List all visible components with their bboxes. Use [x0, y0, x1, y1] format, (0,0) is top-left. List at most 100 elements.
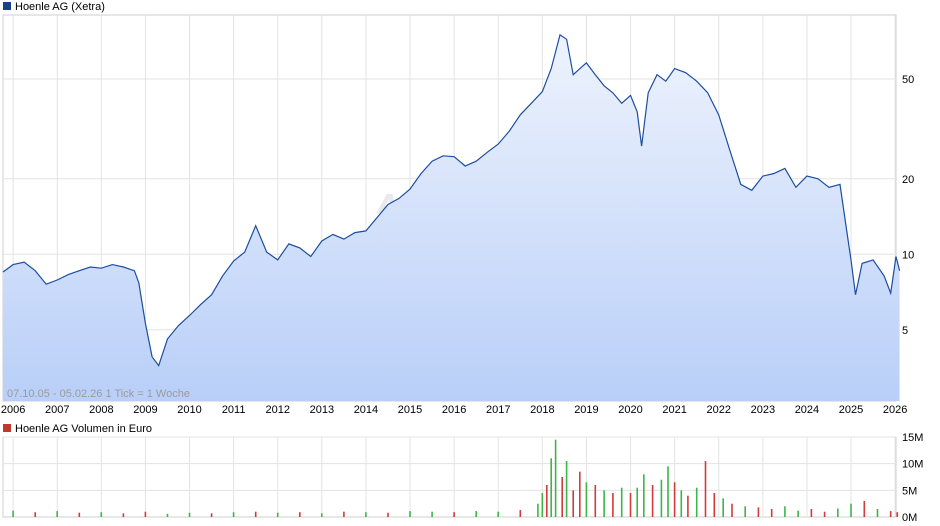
volume-bar: [497, 511, 499, 517]
volume-bar: [660, 479, 663, 517]
volume-bar: [850, 503, 852, 517]
volume-bar: [321, 513, 323, 517]
volume-bar: [620, 487, 623, 517]
volume-bar: [863, 501, 866, 517]
volume-bar: [254, 511, 257, 517]
volume-bar: [519, 510, 522, 517]
volume-legend-label: Hoenle AG Volumen in Euro: [15, 423, 152, 435]
volume-bar: [889, 511, 892, 517]
x-tick-label-2015: 2015: [398, 404, 422, 416]
volume-bar: [643, 474, 645, 517]
volume-bar: [603, 490, 605, 517]
volume-bar: [210, 513, 213, 517]
price-legend-label: Hoenle AG (Xetra): [15, 1, 105, 13]
x-year-ticks: 2006 2007 2008 2009 2010 2011 2012 2013 2014 2015…: [1, 404, 907, 416]
volume-bar: [722, 498, 724, 517]
volume-bar: [453, 512, 455, 517]
volume-bar: [823, 511, 826, 517]
price-line: [2, 33, 901, 367]
volume-bar: [365, 512, 367, 517]
x-tick-label-2023: 2023: [751, 404, 775, 416]
volume-bar: [12, 510, 14, 517]
price-legend-swatch: [3, 2, 11, 10]
period-note: 07.10.05 - 05.02.26 1 Tick = 1 Woche: [7, 388, 190, 400]
x-tick-label-2017: 2017: [486, 404, 510, 416]
volume-bar: [387, 512, 389, 517]
x-tick-label-2025: 2025: [839, 404, 863, 416]
volume-y-tick-label-2: 10M: [902, 459, 923, 471]
volume-bar: [34, 512, 36, 517]
volume-bars: [12, 439, 899, 517]
volume-bar: [299, 512, 301, 517]
y-tick-label-10: 10: [902, 249, 914, 261]
volume-bar: [704, 461, 707, 517]
volume-bar: [409, 511, 411, 517]
volume-bar: [579, 471, 581, 517]
volume-bar: [651, 485, 654, 517]
x-tick-label-2013: 2013: [310, 404, 334, 416]
volume-bar: [797, 510, 799, 517]
x-tick-label-2024: 2024: [795, 404, 819, 416]
volume-bar: [695, 487, 698, 517]
x-tick-label-2009: 2009: [133, 404, 157, 416]
volume-bar: [784, 506, 786, 517]
volume-bar: [673, 482, 676, 517]
volume-bar: [594, 485, 597, 517]
volume-bar: [188, 512, 191, 517]
volume-bar: [731, 503, 733, 517]
volume-bar: [572, 490, 574, 517]
volume-bar: [687, 495, 689, 517]
price-area: [3, 34, 900, 402]
volume-bar: [612, 493, 614, 517]
volume-bar: [810, 509, 813, 517]
volume-bar: [144, 511, 147, 517]
x-tick-label-2008: 2008: [89, 404, 113, 416]
volume-grid: [3, 436, 896, 517]
x-tick-label-2010: 2010: [177, 404, 201, 416]
volume-legend-swatch: [3, 424, 11, 432]
volume-bar: [122, 513, 125, 517]
volume-bar: [565, 461, 568, 517]
volume-bar: [713, 493, 716, 517]
volume-bar: [680, 490, 683, 517]
volume-bar: [744, 506, 746, 517]
volume-bar: [561, 477, 563, 517]
x-tick-label-2014: 2014: [354, 404, 378, 416]
volume-bar: [546, 485, 548, 517]
volume-bar: [876, 509, 879, 517]
volume-bar: [896, 512, 899, 517]
volume-y-ticks: 0M 5M 10M 15M: [902, 432, 923, 524]
volume-bar: [166, 513, 169, 517]
x-tick-label-2026: 2026: [883, 404, 907, 416]
volume-bar: [554, 439, 557, 517]
x-tick-label-2016: 2016: [442, 404, 466, 416]
x-tick-label-2011: 2011: [222, 404, 246, 416]
x-tick-label-2018: 2018: [530, 404, 554, 416]
volume-bar: [585, 482, 588, 517]
x-tick-label-2020: 2020: [618, 404, 642, 416]
x-tick-label-2006: 2006: [1, 404, 25, 416]
volume-bar: [550, 458, 552, 517]
volume-bar: [276, 512, 279, 517]
volume-bar: [636, 487, 638, 517]
volume-bar: [56, 511, 58, 517]
volume-bar: [667, 466, 669, 517]
volume-bar: [431, 511, 433, 517]
volume-bar: [537, 503, 539, 517]
volume-bar: [770, 509, 773, 517]
volume-bar: [343, 511, 345, 517]
volume-plot-frame: [2, 436, 897, 518]
volume-bar: [629, 493, 632, 517]
x-tick-label-2022: 2022: [707, 404, 731, 416]
volume-bar: [78, 512, 81, 517]
volume-bar: [541, 493, 544, 517]
volume-y-tick-label-1: 5M: [902, 485, 917, 497]
y-tick-label-20: 20: [902, 174, 914, 186]
volume-y-tick-label-0: 0M: [902, 512, 917, 524]
y-tick-label-5: 5: [902, 325, 908, 337]
volume-bar: [100, 512, 103, 517]
volume-y-tick-label-3: 15M: [902, 432, 923, 444]
x-tick-label-2007: 2007: [45, 404, 69, 416]
price-y-ticks: 5 10 20 50: [902, 74, 914, 337]
